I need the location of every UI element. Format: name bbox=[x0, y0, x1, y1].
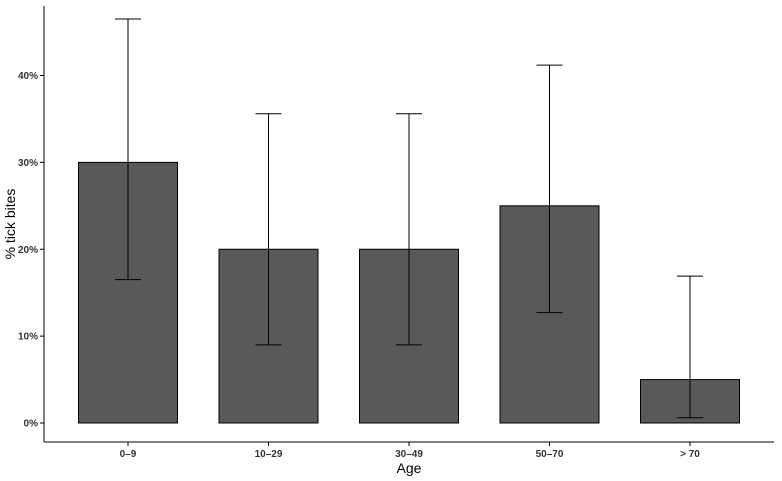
y-tick-label: 30% bbox=[18, 158, 38, 169]
error-bar-2 bbox=[396, 113, 422, 346]
x-axis-ticks: 0–9 10–29 30–49 50–70 > 70 bbox=[120, 442, 700, 460]
error-bar-1 bbox=[255, 113, 282, 346]
error-bar-4 bbox=[677, 275, 703, 419]
x-tick-label: 0–9 bbox=[120, 449, 137, 460]
error-bar-0 bbox=[115, 18, 141, 281]
y-tick-label: 0% bbox=[24, 419, 39, 430]
y-tick-label: 10% bbox=[18, 332, 38, 343]
x-tick-label: > 70 bbox=[680, 449, 700, 460]
y-axis-title: % tick bites bbox=[2, 189, 18, 260]
x-axis-title: Age bbox=[397, 460, 422, 476]
y-axis-ticks: 0% 10% 20% 30% 40% bbox=[18, 71, 44, 430]
x-tick-label: 30–49 bbox=[395, 449, 423, 460]
x-tick-label: 50–70 bbox=[536, 449, 564, 460]
x-tick-label: 10–29 bbox=[255, 449, 283, 460]
error-bars-layer bbox=[115, 18, 703, 419]
y-tick-label: 20% bbox=[18, 245, 38, 256]
error-bar-3 bbox=[536, 64, 563, 314]
y-tick-label: 40% bbox=[18, 71, 38, 82]
